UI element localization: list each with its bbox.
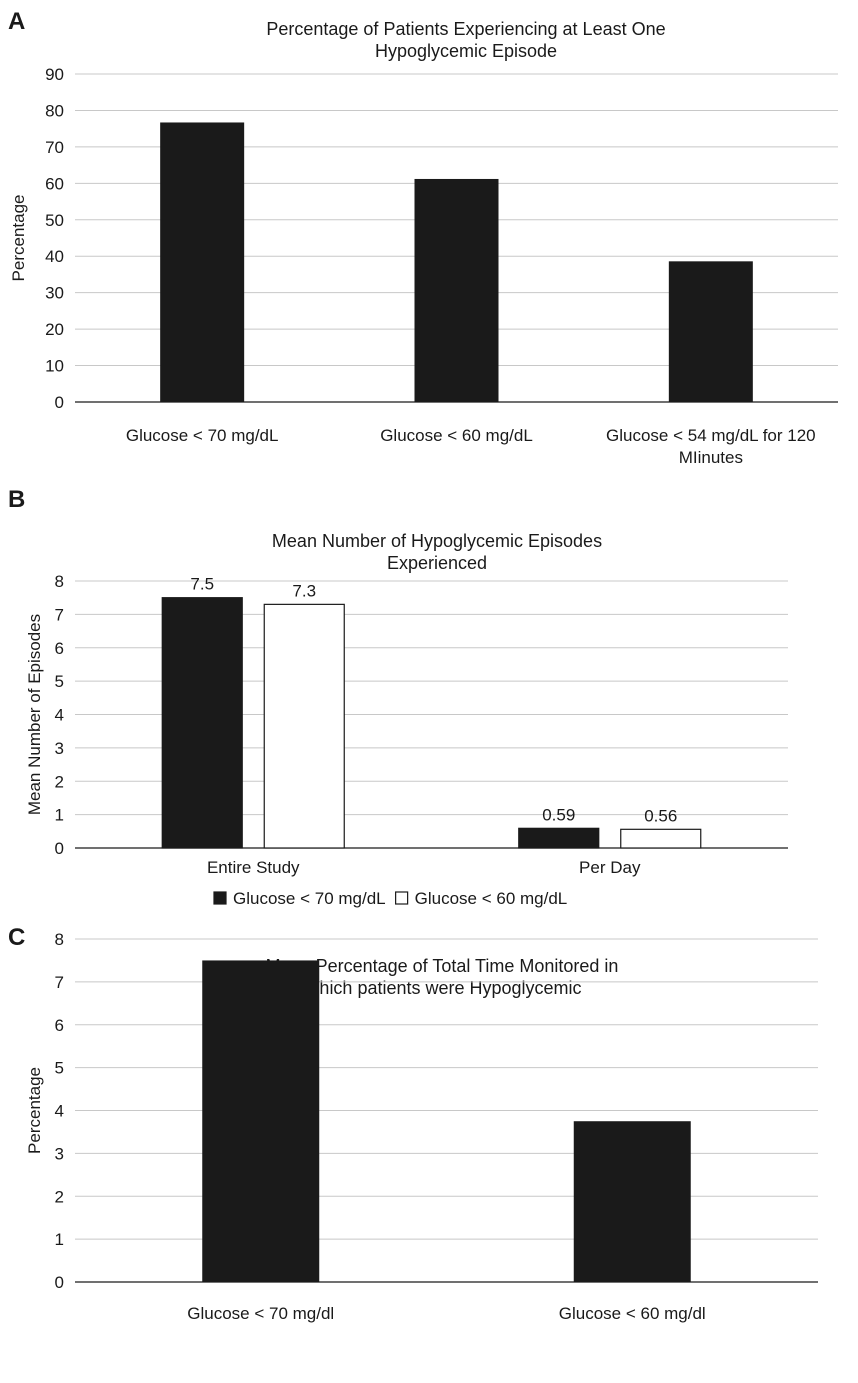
y-tick-label: 50 [45,211,64,230]
y-tick-label: 6 [55,639,64,658]
chart-panel-b: B Mean Number of Hypoglycemic Episodes Ex… [0,476,858,916]
y-tick-label: 4 [55,706,64,725]
y-tick-label: 0 [55,839,64,858]
bar [263,603,345,849]
y-tick-label: 5 [55,1059,64,1078]
y-tick-label: 20 [45,320,64,339]
data-label: 7.3 [292,581,316,600]
x-tick-label: MIinutes [679,448,743,467]
y-tick-label: 70 [45,138,64,157]
chart-title-line: Experienced [387,553,487,573]
y-tick-label: 7 [55,605,64,624]
legend-label: Glucose < 60 mg/dL [415,889,568,908]
panel-label-c: C [8,924,26,951]
y-tick-label: 3 [55,1144,64,1163]
chart-title-line: Percentage of Patients Experiencing at L… [266,19,665,39]
y-tick-label: 2 [55,1187,64,1206]
bar [668,261,753,402]
chart-panel-c: C Mean Percentage of Total Time Monitore… [0,914,858,1383]
bar [620,828,702,849]
x-tick-label: Per Day [579,858,641,877]
y-tick-label: 2 [55,772,64,791]
x-tick-label: Glucose < 60 mg/dL [380,426,533,445]
y-axis-label: Percentage [9,195,28,282]
y-tick-label: 30 [45,284,64,303]
y-tick-label: 40 [45,247,64,266]
y-axis-label: Mean Number of Episodes [25,614,44,815]
legend-label: Glucose < 70 mg/dL [233,889,386,908]
y-tick-label: 0 [55,393,64,412]
y-tick-label: 7 [55,973,64,992]
bar [160,122,245,403]
legend-swatch [213,891,227,905]
chart-panel-a: A Percentage of Patients Experiencing at… [0,0,858,480]
data-label: 0.56 [644,806,677,825]
chart-title-line: Which patients were Hypoglycemic [302,978,581,998]
bar [161,597,243,849]
chart-a-svg: Percentage of Patients Experiencing at L… [9,19,838,467]
bar [518,827,600,849]
y-axis-label: Percentage [25,1067,44,1154]
chart-title-line: Mean Percentage of Total Time Monitored … [266,956,619,976]
x-tick-label: Glucose < 70 mg/dL [126,426,279,445]
chart-c-svg: Mean Percentage of Total Time Monitored … [25,930,818,1323]
y-tick-label: 10 [45,357,64,376]
chart-title-line: Mean Number of Hypoglycemic Episodes [272,531,602,551]
panel-label-a: A [8,8,26,35]
x-tick-label: Glucose < 60 mg/dl [559,1304,706,1323]
legend-swatch [395,891,409,905]
chart-title-line: Hypoglycemic Episode [375,41,557,61]
y-tick-label: 5 [55,672,64,691]
legend: Glucose < 70 mg/dL Glucose < 60 mg/dL [213,889,568,908]
bar [202,960,320,1282]
y-tick-label: 0 [55,1273,64,1292]
y-tick-label: 1 [55,1230,64,1249]
data-label: 7.5 [190,575,214,594]
x-tick-label: Glucose < 70 mg/dl [187,1304,334,1323]
y-tick-label: 90 [45,65,64,84]
y-tick-label: 6 [55,1016,64,1035]
y-tick-label: 60 [45,174,64,193]
data-label: 0.59 [542,805,575,824]
x-tick-label: Glucose < 54 mg/dL for 120 [606,426,816,445]
bar [573,1121,691,1282]
y-tick-label: 8 [55,572,64,591]
y-tick-label: 8 [55,930,64,949]
x-tick-label: Entire Study [207,858,300,877]
chart-b-svg: Mean Number of Hypoglycemic EpisodesExpe… [25,531,788,908]
y-tick-label: 3 [55,739,64,758]
y-tick-label: 4 [55,1102,64,1121]
panel-label-b: B [8,486,26,513]
bar [414,178,499,402]
y-tick-label: 1 [55,806,64,825]
y-tick-label: 80 [45,101,64,120]
